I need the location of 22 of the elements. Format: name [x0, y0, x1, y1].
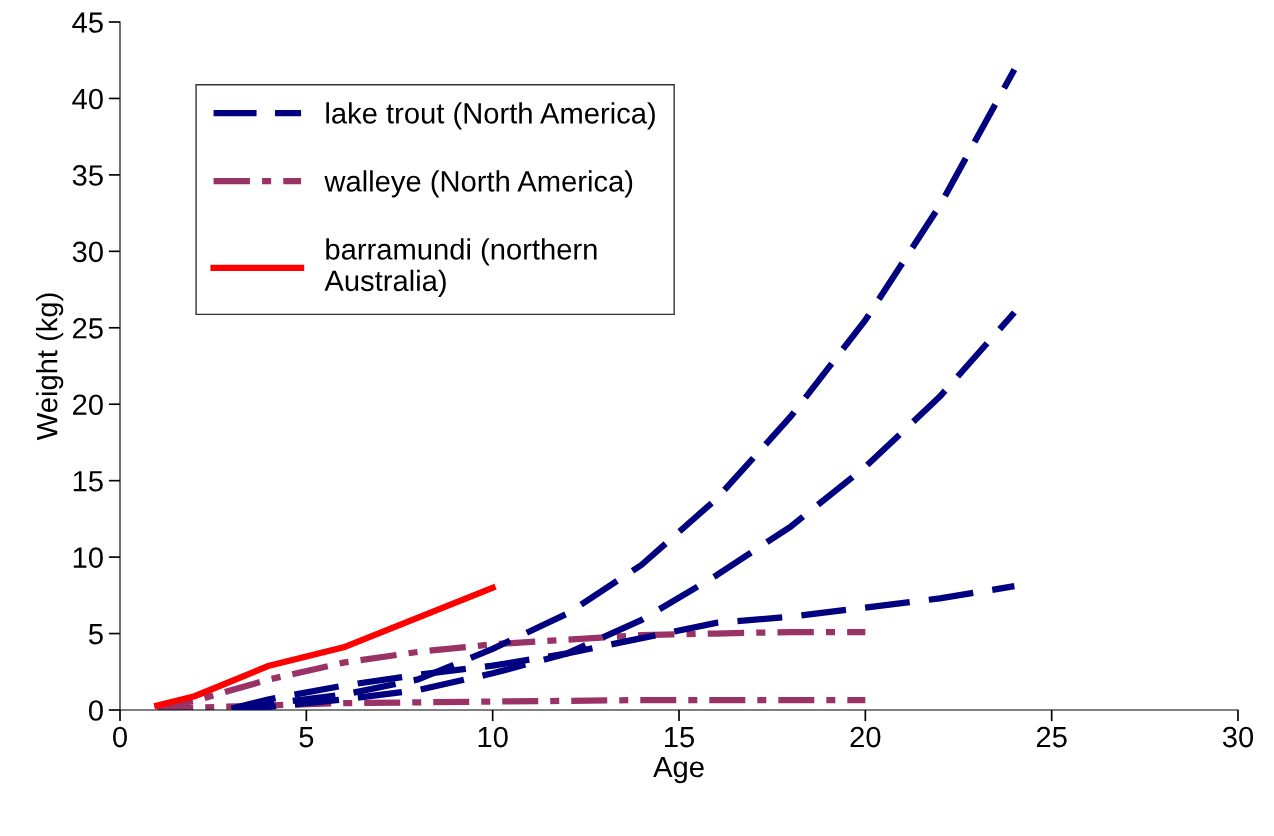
y-tick-label: 30: [72, 241, 103, 263]
legend-label: walleye (North America): [324, 170, 633, 198]
y-tick-label: 35: [72, 165, 103, 186]
x-axis-title: Age: [653, 757, 704, 784]
x-tick-label: 30: [1222, 726, 1254, 748]
y-tick-label: 15: [73, 471, 103, 492]
y-tick-label: 5: [88, 624, 103, 645]
x-tick-label: 5: [299, 727, 314, 748]
y-tick-label: 45: [72, 12, 103, 33]
legend-label: barramundi (northern Australia): [324, 238, 597, 297]
x-tick-label: 15: [665, 727, 694, 748]
y-tick-label: 20: [73, 394, 103, 416]
x-tick-label: 25: [1036, 726, 1067, 748]
y-tick-label: 10: [73, 547, 103, 568]
x-tick-label: 0: [113, 726, 127, 748]
x-tick-label: 10: [478, 726, 508, 748]
y-tick-label: 25: [73, 317, 103, 339]
y-tick-label: 40: [72, 88, 103, 110]
y-tick-label: 0: [88, 700, 103, 721]
legend-label: lake trout (North America): [326, 102, 655, 130]
x-tick-label: 20: [850, 726, 881, 748]
y-axis-title: Weight (kg): [36, 293, 64, 441]
